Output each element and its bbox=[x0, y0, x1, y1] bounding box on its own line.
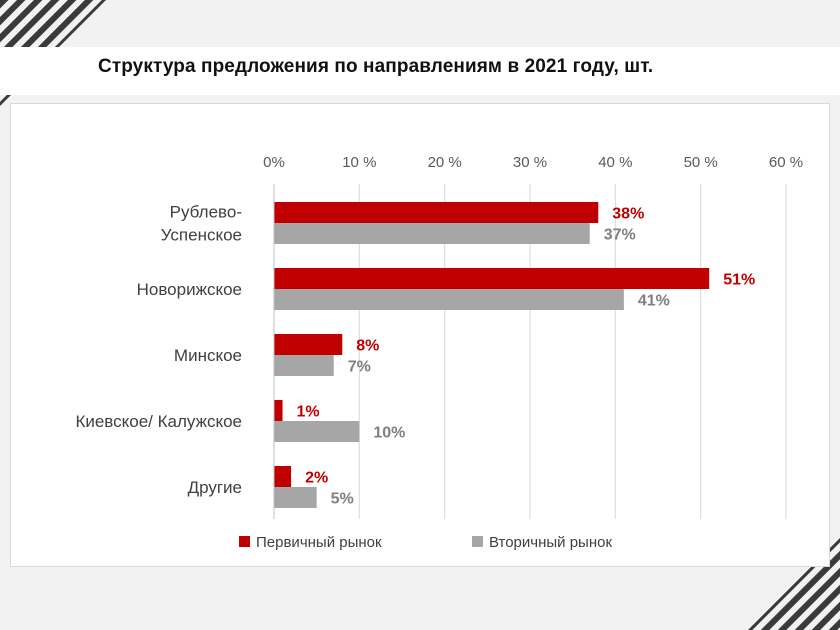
primary-market-data-label: 38% bbox=[612, 206, 644, 223]
primary-market-data-label: 1% bbox=[297, 404, 320, 421]
x-tick-label: 10 % bbox=[342, 154, 376, 171]
primary-market-bar bbox=[274, 202, 599, 223]
chart-panel: 0% 10 % 20 % 30 % 40 % 50 % 60 % Рублево-Успенс… bbox=[10, 103, 830, 567]
category-label: Киевское/ Калужское bbox=[75, 412, 242, 431]
x-tick-label: 20 % bbox=[428, 154, 462, 171]
legend-label-primary: Первичный рынок bbox=[256, 534, 382, 551]
legend-swatch-secondary bbox=[472, 536, 483, 547]
primary-market-bar bbox=[274, 466, 292, 487]
secondary-market-bar bbox=[274, 487, 317, 508]
legend-swatch-primary bbox=[239, 536, 250, 547]
bar-chart: 0% 10 % 20 % 30 % 40 % 50 % 60 % Рублево-Успенс… bbox=[75, 154, 803, 551]
x-tick-label: 40 % bbox=[598, 154, 632, 171]
primary-market-data-label: 51% bbox=[723, 272, 755, 289]
secondary-market-bar bbox=[274, 355, 334, 376]
x-tick-label: 60 % bbox=[769, 154, 803, 171]
secondary-market-data-label: 37% bbox=[604, 227, 636, 244]
primary-market-bar bbox=[274, 268, 710, 289]
title-band bbox=[0, 47, 840, 95]
legend-label-secondary: Вторичный рынок bbox=[489, 534, 612, 551]
x-tick-label: 30 % bbox=[513, 154, 547, 171]
secondary-market-bar bbox=[274, 223, 590, 244]
secondary-market-data-label: 7% bbox=[348, 359, 371, 376]
category-label: Другие bbox=[188, 478, 242, 497]
primary-market-bar bbox=[274, 400, 283, 421]
secondary-market-data-label: 10% bbox=[373, 425, 405, 442]
primary-market-bar bbox=[274, 334, 343, 355]
secondary-market-bar bbox=[274, 421, 360, 442]
category-label: Минское bbox=[174, 346, 242, 365]
x-tick-label: 50 % bbox=[684, 154, 718, 171]
chart-title: Структура предложения по направлениям в … bbox=[98, 56, 654, 77]
category-label: Рублево-Успенское bbox=[161, 203, 242, 245]
primary-market-data-label: 8% bbox=[356, 338, 379, 355]
secondary-market-bar bbox=[274, 289, 624, 310]
secondary-market-data-label: 5% bbox=[331, 491, 354, 508]
primary-market-data-label: 2% bbox=[305, 470, 328, 487]
secondary-market-data-label: 41% bbox=[638, 293, 670, 310]
category-label: Новорижское bbox=[137, 280, 242, 299]
x-tick-label: 0% bbox=[263, 154, 285, 171]
